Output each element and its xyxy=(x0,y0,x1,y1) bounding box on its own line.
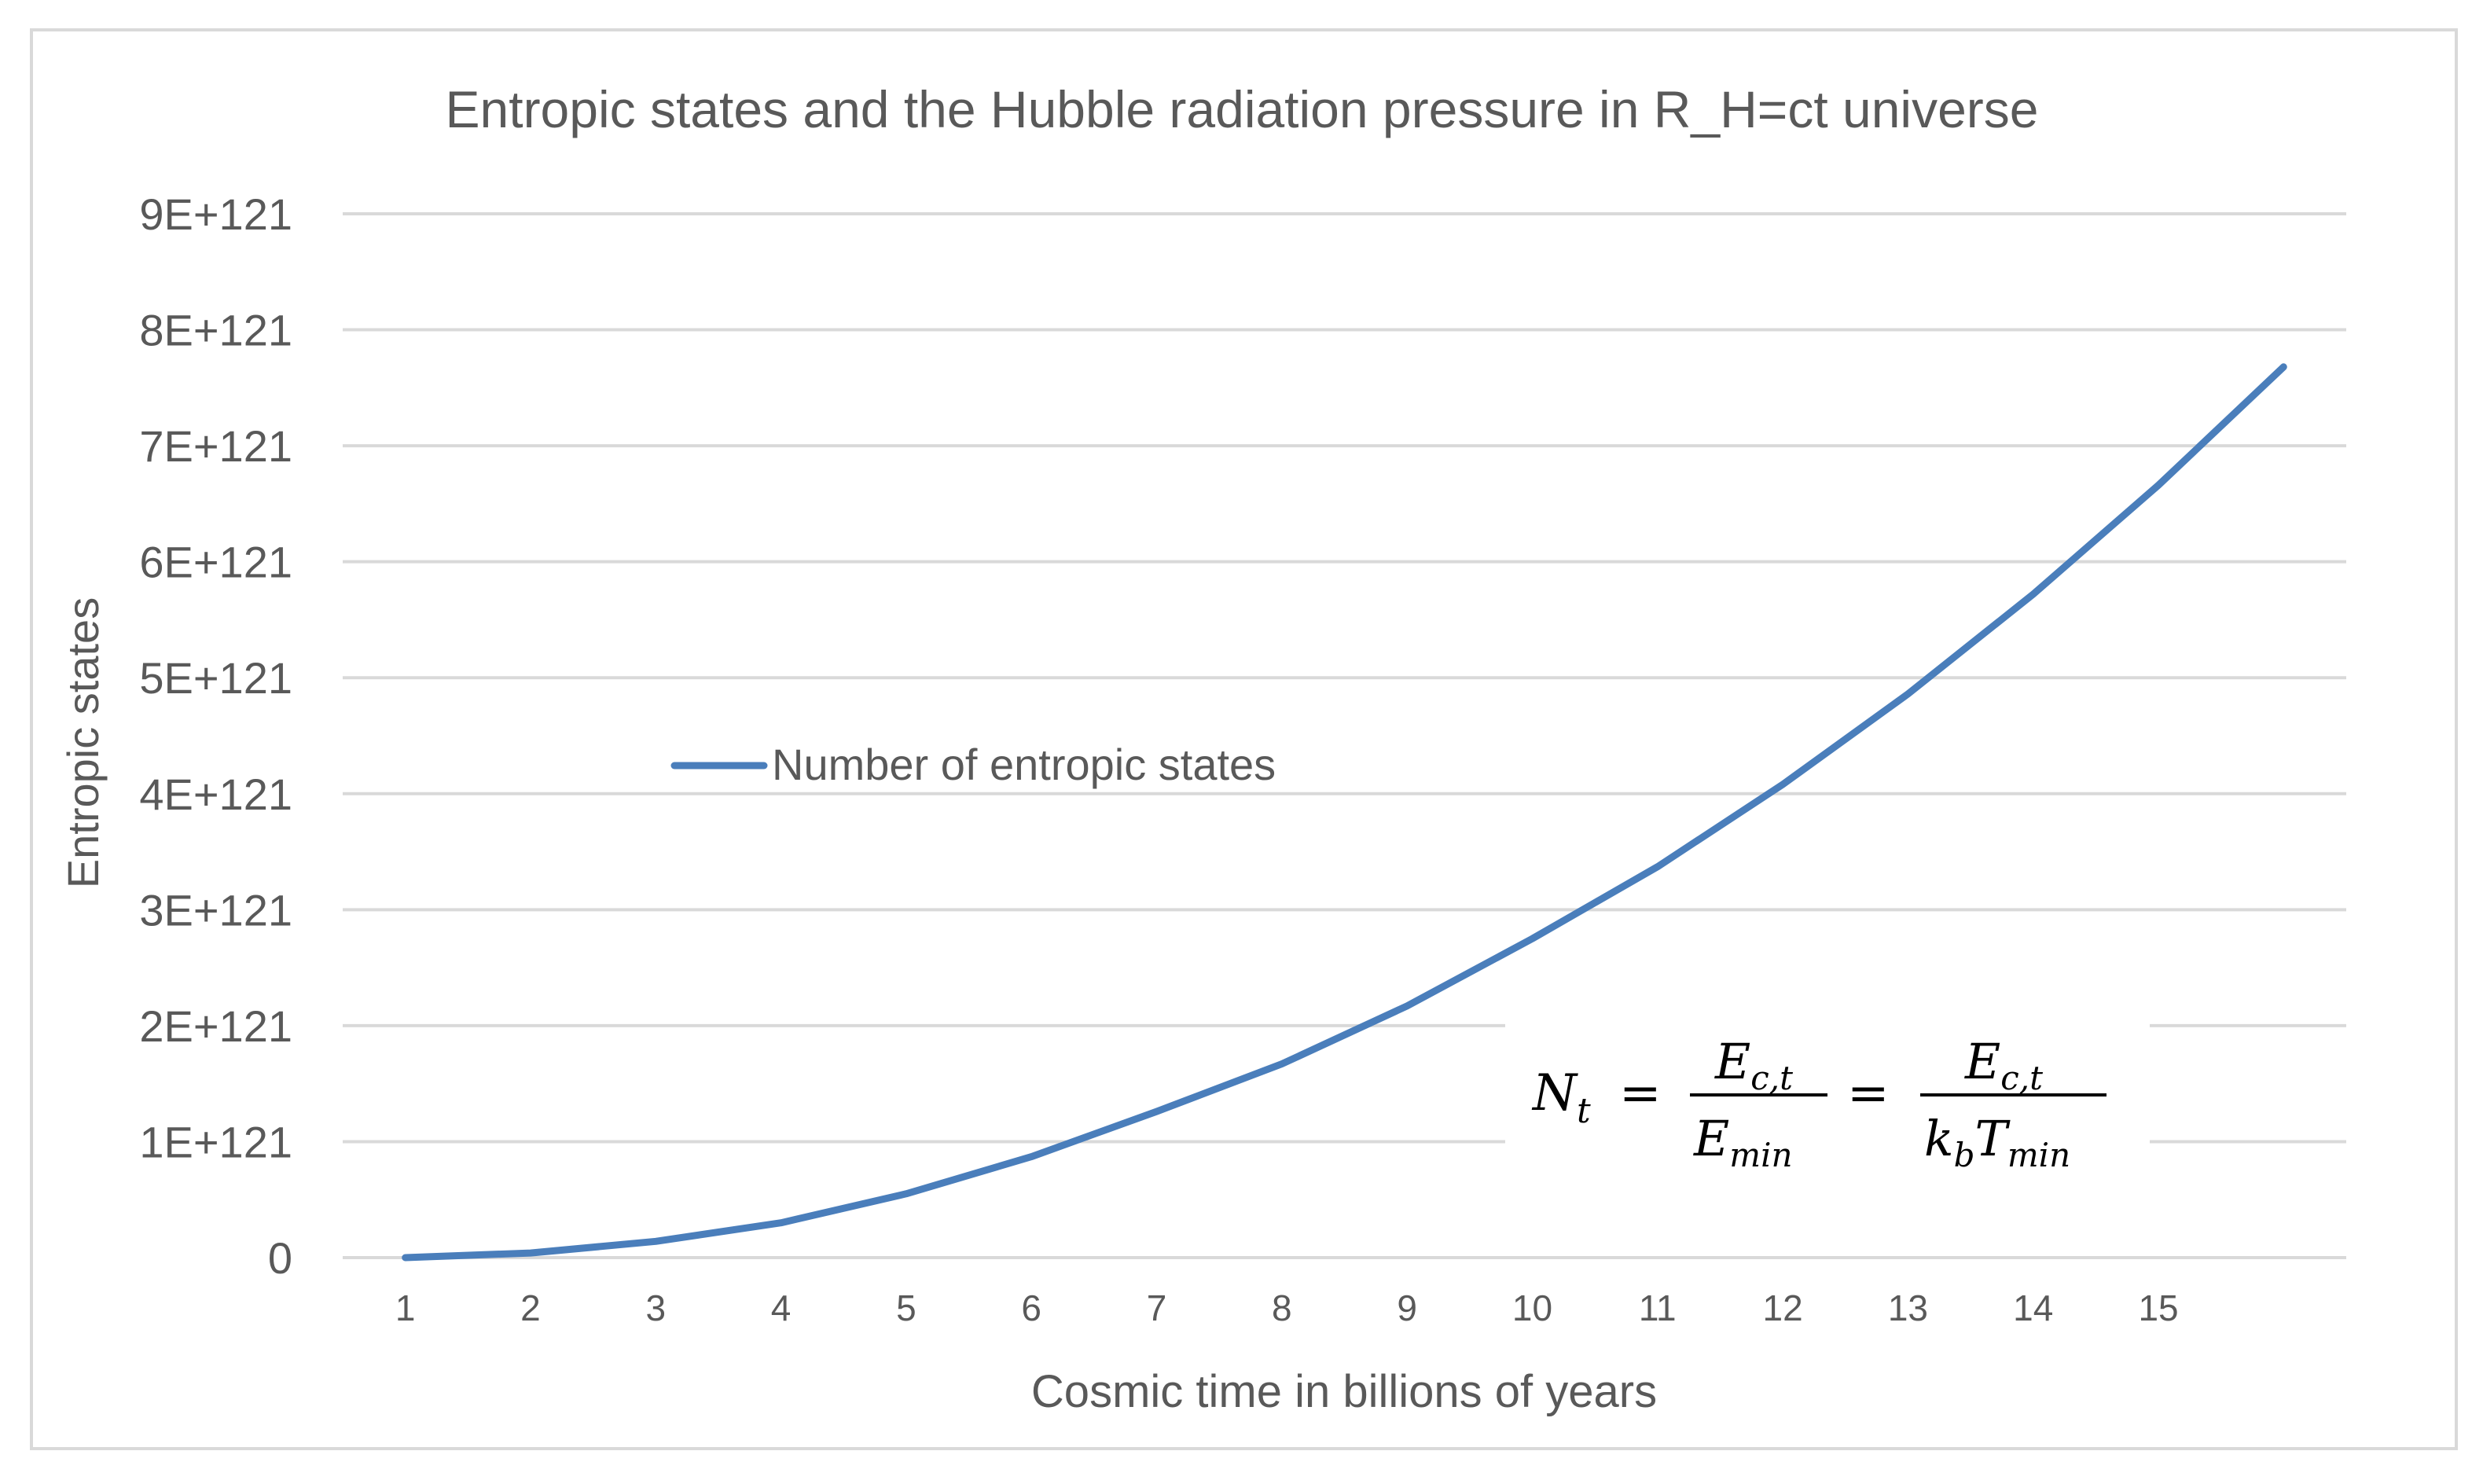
x-tick-label-1: 1 xyxy=(395,1287,416,1328)
chart-border xyxy=(30,28,2458,1450)
formula-den-1: Emin xyxy=(1693,1110,1793,1174)
x-tick-label-3: 3 xyxy=(645,1287,666,1328)
y-tick-label-1: 1E+121 xyxy=(139,1117,292,1166)
x-tick-label-14: 14 xyxy=(2013,1287,2053,1328)
y-tick-label-5: 5E+121 xyxy=(139,653,292,703)
x-tick-labels: 1 2 3 4 5 6 7 8 9 10 11 12 13 14 15 xyxy=(395,1287,2179,1328)
x-tick-label-7: 7 xyxy=(1147,1287,1167,1328)
gridlines xyxy=(343,212,2346,1259)
formula-equals-1: = xyxy=(1619,1064,1662,1122)
y-tick-label-3: 3E+121 xyxy=(139,885,292,935)
y-tick-label-9: 9E+121 xyxy=(139,189,292,239)
series-line-entropic-states xyxy=(402,363,2287,1262)
x-tick-label-13: 13 xyxy=(1888,1287,1928,1328)
legend: Number of entropic states xyxy=(670,740,1276,789)
chart-title: Entropic states and the Hubble radiation… xyxy=(446,80,2039,138)
formula-background xyxy=(1505,1014,2150,1203)
y-tick-label-6: 6E+121 xyxy=(139,538,292,587)
x-tick-label-5: 5 xyxy=(896,1287,916,1328)
legend-label: Number of entropic states xyxy=(772,740,1276,789)
formula-den-2: kbTmin xyxy=(1924,1110,2070,1174)
formula-equals-2: = xyxy=(1847,1064,1890,1122)
y-axis-label: Entropic states xyxy=(58,597,108,888)
x-tick-label-8: 8 xyxy=(1272,1287,1292,1328)
y-tick-label-0: 0 xyxy=(268,1233,292,1283)
y-tick-labels: 0 1E+121 2E+121 3E+121 4E+121 5E+121 6E+121 7E+… xyxy=(139,189,292,1283)
x-tick-label-9: 9 xyxy=(1397,1287,1417,1328)
x-tick-label-2: 2 xyxy=(520,1287,541,1328)
x-tick-label-10: 10 xyxy=(1512,1287,1552,1328)
x-axis-label: Cosmic time in billions of years xyxy=(1031,1366,1657,1417)
y-tick-label-8: 8E+121 xyxy=(139,306,292,355)
y-tick-label-4: 4E+121 xyxy=(139,770,292,819)
formula-annotation: Nt = Ec,t Emin = Ec,t kbTmin xyxy=(1505,1014,2150,1203)
x-tick-label-15: 15 xyxy=(2138,1287,2178,1328)
formula-num-2: Ec,t xyxy=(1964,1033,2043,1097)
y-tick-label-2: 2E+121 xyxy=(139,1001,292,1051)
y-tick-label-7: 7E+121 xyxy=(139,421,292,471)
x-tick-label-6: 6 xyxy=(1021,1287,1041,1328)
formula-lhs: Nt xyxy=(1531,1064,1591,1131)
x-tick-label-11: 11 xyxy=(1639,1287,1677,1328)
x-tick-label-12: 12 xyxy=(1763,1287,1803,1328)
x-tick-label-4: 4 xyxy=(771,1287,792,1328)
formula-num-1: Ec,t xyxy=(1714,1033,1793,1097)
